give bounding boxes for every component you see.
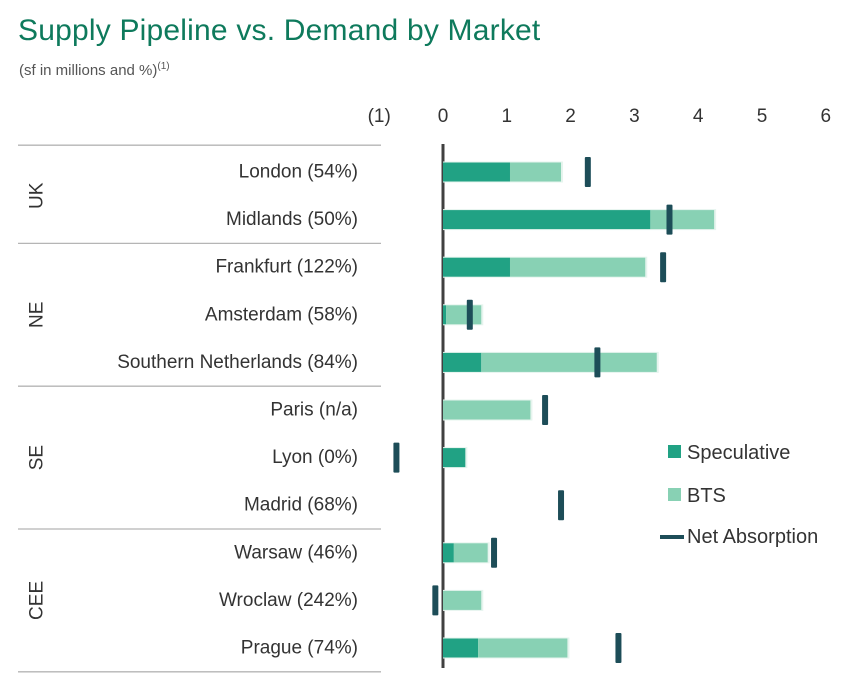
- category-label-madrid: Madrid (68%): [244, 495, 358, 516]
- category-label-paris: Paris (n/a): [270, 400, 358, 421]
- category-label-lyon: Lyon (0%): [272, 447, 358, 468]
- page-subtitle: (sf in millions and %)(1): [19, 61, 170, 79]
- marker-net-absorption-southern-netherlands: [594, 347, 601, 378]
- category-label-midlands: Midlands (50%): [226, 209, 358, 230]
- subtitle-footnote: (1): [157, 61, 170, 72]
- bar-speculative-lyon: [443, 448, 466, 468]
- x-tick-label: 2: [565, 106, 576, 127]
- bar-speculative-midlands: [443, 210, 651, 230]
- region-label-cee: CEE: [27, 581, 48, 620]
- bar-bts-prague: [478, 638, 568, 658]
- region-label-se: SE: [27, 445, 48, 470]
- x-tick-label: 3: [629, 106, 640, 127]
- bar-speculative-warsaw: [443, 543, 454, 563]
- marker-net-absorption-london: [584, 157, 591, 187]
- marker-net-absorption-amsterdam: [466, 299, 473, 330]
- marker-net-absorption-warsaw: [491, 537, 498, 568]
- marker-net-absorption-madrid: [558, 490, 565, 521]
- region-label-ne: NE: [27, 302, 48, 328]
- x-tick-label: (1): [368, 106, 391, 127]
- category-label-wroclaw: Wroclaw (242%): [219, 590, 358, 611]
- bar-bts-midlands: [650, 210, 715, 230]
- bar-bts-amsterdam: [446, 305, 482, 325]
- category-label-frankfurt: Frankfurt (122%): [215, 257, 358, 278]
- subtitle-text: (sf in millions and %): [19, 62, 158, 79]
- legend-swatch-speculative: [668, 445, 681, 458]
- marker-net-absorption-lyon: [393, 442, 400, 473]
- category-label-amsterdam: Amsterdam (58%): [205, 304, 358, 325]
- bar-speculative-london: [443, 162, 510, 182]
- marker-net-absorption-midlands: [666, 204, 673, 235]
- bar-speculative-frankfurt: [443, 257, 510, 277]
- marker-net-absorption-wroclaw: [432, 585, 439, 616]
- legend-label-bts: BTS: [687, 485, 726, 507]
- category-label-warsaw: Warsaw (46%): [234, 542, 358, 563]
- marker-net-absorption-frankfurt: [660, 252, 667, 283]
- x-tick-label: 6: [821, 106, 832, 127]
- x-tick-label: 0: [438, 106, 449, 127]
- x-tick-label: 5: [757, 106, 768, 127]
- x-tick-label: 1: [502, 106, 513, 127]
- bar-speculative-amsterdam: [443, 305, 447, 325]
- bar-bts-warsaw: [453, 543, 488, 563]
- bar-bts-frankfurt: [509, 257, 646, 277]
- category-label-southern-netherlands: Southern Netherlands (84%): [117, 352, 358, 373]
- category-label-london: London (54%): [239, 162, 358, 183]
- region-label-uk: UK: [27, 182, 48, 209]
- bar-bts-paris: [443, 400, 531, 420]
- bar-speculative-prague: [443, 638, 479, 658]
- marker-net-absorption-paris: [542, 395, 549, 425]
- bar-speculative-southern-netherlands: [443, 352, 482, 372]
- legend-label-net-absorption: Net Absorption: [687, 526, 818, 548]
- x-tick-label: 4: [693, 106, 704, 127]
- category-label-prague: Prague (74%): [241, 638, 358, 659]
- bar-bts-london: [509, 162, 562, 182]
- bar-bts-wroclaw: [443, 590, 482, 610]
- legend-swatch-net-absorption: [660, 535, 684, 539]
- marker-net-absorption-prague: [615, 633, 622, 663]
- bar-bts-southern-netherlands: [481, 352, 657, 372]
- page-title: Supply Pipeline vs. Demand by Market: [18, 14, 541, 47]
- legend-label-speculative: Speculative: [687, 442, 790, 464]
- legend-swatch-bts: [668, 488, 681, 501]
